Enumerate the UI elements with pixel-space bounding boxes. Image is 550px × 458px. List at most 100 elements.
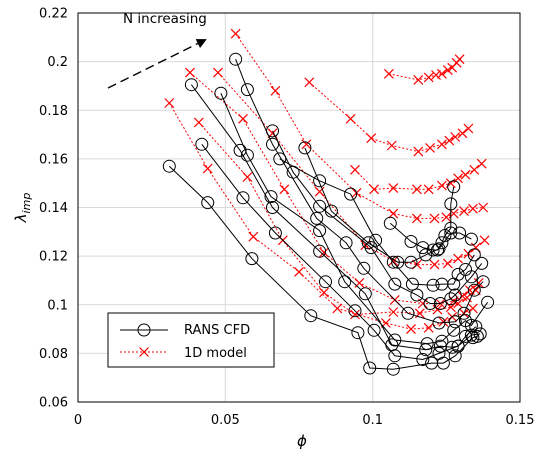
data-point <box>453 253 464 264</box>
legend-box <box>107 312 275 368</box>
marker-stroke <box>436 180 447 191</box>
data-point <box>444 135 455 146</box>
marker-stroke <box>202 163 213 174</box>
marker-stroke <box>438 316 449 327</box>
data-point <box>363 361 377 375</box>
marker-stroke <box>238 113 248 124</box>
data-point <box>416 241 430 255</box>
data-point <box>369 184 380 195</box>
data-point <box>240 148 254 162</box>
data-point <box>423 297 437 310</box>
marker-stroke <box>429 259 440 270</box>
marker-stroke <box>423 72 434 83</box>
marker-stroke <box>467 203 478 214</box>
series-line <box>272 130 483 304</box>
data-point <box>230 28 241 39</box>
data-point <box>388 183 399 194</box>
series-line <box>190 84 477 351</box>
data-point <box>367 323 381 337</box>
series-line <box>304 147 472 263</box>
data-point <box>405 277 419 291</box>
series-line <box>189 72 480 304</box>
marker-stroke <box>463 123 474 134</box>
marker-stroke <box>464 285 475 296</box>
data-point <box>369 233 383 247</box>
marker-stroke <box>279 184 290 195</box>
data-point <box>298 141 312 155</box>
data-point <box>467 248 481 262</box>
data-point <box>313 224 327 238</box>
series-line <box>217 72 485 266</box>
marker-stroke <box>213 67 223 78</box>
data-point <box>313 174 327 188</box>
data-point <box>464 328 478 342</box>
marker-stroke <box>411 213 422 224</box>
y-tick-label: 0.1 <box>47 298 68 313</box>
data-point <box>236 191 250 205</box>
data-point <box>386 362 400 376</box>
data-point <box>473 327 487 341</box>
x-axis-label: ϕ <box>297 432 307 450</box>
data-point <box>388 333 402 347</box>
data-point <box>441 212 452 223</box>
marker-stroke <box>425 142 436 153</box>
data-point <box>423 184 434 195</box>
data-point <box>348 304 362 318</box>
marker-stroke <box>345 113 356 124</box>
marker-stroke <box>479 235 490 246</box>
data-point <box>464 232 478 246</box>
data-point <box>436 139 447 150</box>
legend-cfd-label: RANS CFD <box>184 323 250 338</box>
data-point <box>279 184 290 195</box>
marker-stroke <box>388 307 399 317</box>
marker-stroke <box>442 258 453 269</box>
data-point <box>469 320 483 334</box>
data-point <box>201 196 215 210</box>
data-point <box>432 242 446 256</box>
marker-stroke <box>436 139 447 150</box>
marker-stroke <box>469 164 480 175</box>
marker-stroke <box>429 213 440 224</box>
marker-stroke <box>453 253 464 264</box>
data-point <box>266 137 279 151</box>
data-point <box>420 337 434 351</box>
annotation: N increasing <box>107 11 207 89</box>
marker-stroke <box>332 303 343 314</box>
data-point <box>429 259 440 270</box>
plot-curves <box>162 28 495 376</box>
data-point <box>432 316 446 330</box>
data-point <box>469 164 480 175</box>
data-point <box>391 255 405 269</box>
data-point <box>431 70 441 80</box>
data-point <box>423 72 434 83</box>
y-tick-label: 0.22 <box>39 7 68 22</box>
data-point <box>473 277 484 288</box>
y-tick-label: 0.08 <box>39 347 68 362</box>
marker-stroke <box>319 287 329 298</box>
data-point <box>432 304 443 315</box>
data-point <box>411 213 422 224</box>
data-point <box>301 139 312 150</box>
data-point <box>268 226 282 240</box>
data-point <box>454 54 465 65</box>
data-point <box>413 146 424 157</box>
data-point <box>476 158 487 169</box>
data-point <box>416 353 430 366</box>
data-point <box>242 172 253 183</box>
legend-1d-marker <box>139 347 149 357</box>
marker-stroke <box>304 77 315 88</box>
marker-stroke <box>431 70 441 80</box>
marker-stroke <box>441 212 452 223</box>
marker-stroke <box>369 184 380 195</box>
data-point <box>404 255 418 269</box>
marker-stroke <box>248 231 259 242</box>
data-point <box>481 295 495 309</box>
data-point <box>345 113 356 124</box>
data-point <box>245 252 259 266</box>
data-point <box>457 306 471 320</box>
data-point <box>264 190 278 204</box>
data-point <box>479 235 490 246</box>
data-point <box>344 187 358 201</box>
data-point <box>248 231 259 242</box>
